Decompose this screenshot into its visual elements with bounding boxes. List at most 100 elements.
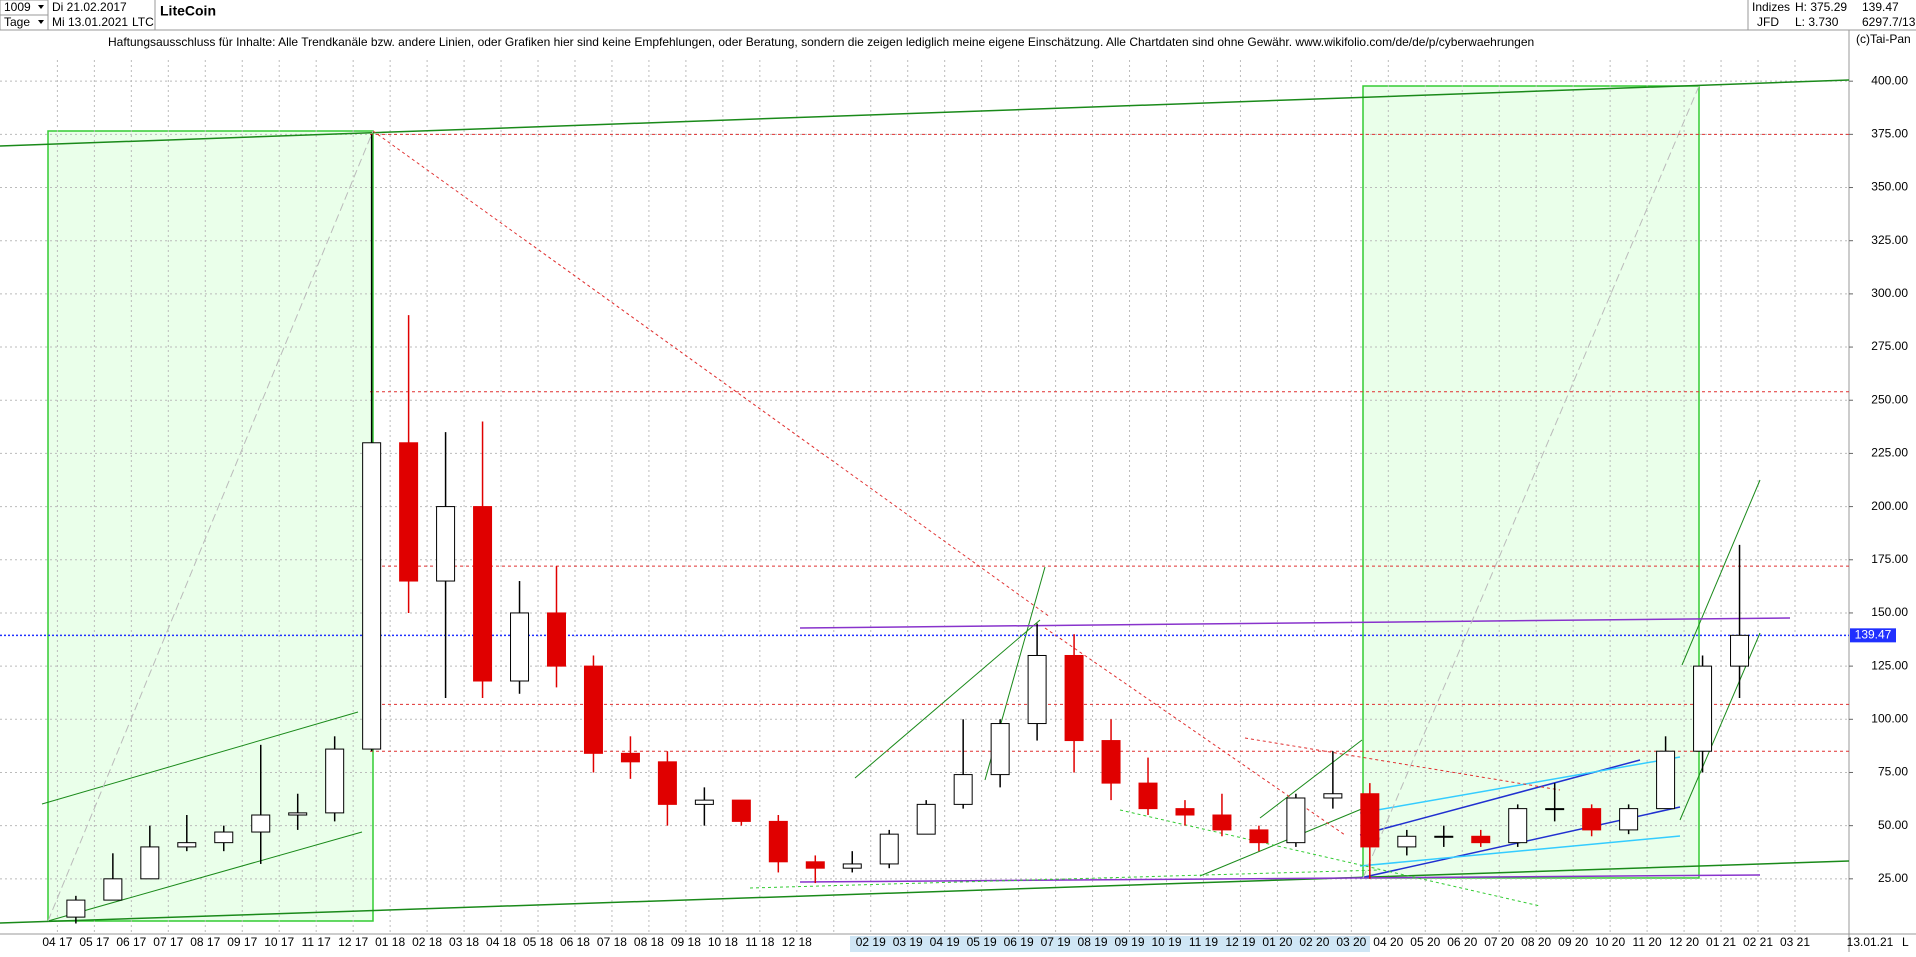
x-tick-label: 11 19: [1189, 935, 1218, 949]
broker: JFD: [1757, 15, 1779, 29]
y-tick-label: 300.00: [1871, 286, 1908, 300]
candle-body: [1249, 829, 1269, 844]
x-tick-label: 08 18: [634, 935, 664, 949]
x-tick-label: 07 18: [597, 935, 627, 949]
candle-body: [1434, 835, 1454, 838]
x-tick-label: 07 17: [153, 935, 183, 949]
candle-body: [620, 752, 640, 763]
axis-highlight: [850, 936, 1370, 952]
x-tick-label: 02 20: [1299, 935, 1329, 949]
y-tick-label: 275.00: [1871, 339, 1908, 353]
candle-body: [1360, 793, 1380, 848]
dropdown-arrow[interactable]: [38, 20, 44, 24]
x-tick-label: 10 18: [708, 935, 738, 949]
dropdown-arrow[interactable]: [38, 5, 44, 9]
x-tick-label: 11 18: [745, 935, 774, 949]
candle-body: [1508, 808, 1528, 844]
y-tick-label: 375.00: [1871, 127, 1908, 141]
x-tick-label: 06 18: [560, 935, 590, 949]
x-tick-label: 03 21: [1780, 935, 1810, 949]
candle-body: [214, 831, 234, 844]
candle-body: [140, 846, 160, 880]
trendline: [1681, 479, 1761, 666]
candle-body: [1286, 797, 1306, 844]
candle-body: [436, 506, 456, 582]
trendlines: [0, 79, 1850, 924]
x-tick-label: 01 18: [375, 935, 405, 949]
candle-body: [66, 899, 86, 918]
trendline: [1359, 756, 1681, 814]
trendline: [1199, 807, 1365, 877]
candle-body: [1175, 808, 1195, 816]
x-tick-label: 03 20: [1336, 935, 1366, 949]
x-tick-label: 04 17: [42, 935, 72, 949]
info: 6297.7/13: [1862, 15, 1916, 29]
x-tick-label: 05 19: [967, 935, 997, 949]
trendline: [0, 860, 1850, 924]
disclaimer: Haftungsausschluss für Inhalte: Alle Tre…: [108, 35, 1534, 49]
x-tick-label: 05 20: [1410, 935, 1440, 949]
x-tick-label: 09 19: [1115, 935, 1145, 949]
y-tick-label: 100.00: [1871, 711, 1908, 725]
candle-body: [731, 799, 751, 822]
x-tick-label: 05 17: [79, 935, 109, 949]
x-tick-label: 06 19: [1004, 935, 1034, 949]
x-tick-label: 08 19: [1078, 935, 1108, 949]
period: Tage: [4, 15, 30, 29]
y-tick-label: 75.00: [1878, 765, 1908, 779]
candle-body: [842, 863, 862, 869]
trendline: [854, 619, 1041, 779]
x-tick-label: 02 18: [412, 935, 442, 949]
start-day: Di 21.02.2017: [52, 0, 127, 14]
x-tick-label: 09 20: [1558, 935, 1588, 949]
candle-body: [990, 723, 1010, 776]
candle-body: [1693, 665, 1713, 752]
trendline: [799, 874, 1761, 883]
x-tick-label: 07 20: [1484, 935, 1514, 949]
candle-body: [1101, 740, 1121, 784]
last-date: 13.01.21: [1847, 935, 1894, 949]
candle-body: [1064, 654, 1084, 742]
trendline: [1044, 627, 1346, 836]
y-tick-label: 200.00: [1871, 499, 1908, 513]
low: L: 3.730: [1795, 15, 1839, 29]
y-tick-label: 225.00: [1871, 446, 1908, 460]
x-tick-label: 05 18: [523, 935, 553, 949]
candle-body: [916, 803, 936, 835]
x-tick-label: 04 20: [1373, 935, 1403, 949]
candle-body: [103, 878, 123, 901]
candle-body: [1323, 793, 1343, 799]
candle-body: [1212, 814, 1232, 831]
trendline: [47, 130, 374, 922]
trendline: [372, 130, 1051, 618]
candle-body: [1656, 750, 1676, 810]
market: Indizes: [1752, 0, 1790, 14]
last: 139.47: [1862, 0, 1899, 14]
plot-area: [47, 85, 1700, 922]
chart-title: LiteCoin: [160, 3, 216, 19]
y-tick-label: 250.00: [1871, 392, 1908, 406]
y-tick-label: 125.00: [1871, 658, 1908, 672]
x-tick-label: 12 19: [1225, 935, 1255, 949]
candle-body: [288, 812, 308, 816]
scale-mode: L: [1902, 935, 1909, 949]
candle-body: [473, 506, 493, 682]
y-tick-label: 325.00: [1871, 233, 1908, 247]
x-tick-label: 08 17: [190, 935, 220, 949]
x-tick-label: 12 20: [1669, 935, 1699, 949]
x-tick-label: 10 20: [1595, 935, 1625, 949]
x-tick-label: 09 18: [671, 935, 701, 949]
trendline: [799, 617, 1791, 629]
trendline: [0, 79, 1850, 147]
trendline: [47, 831, 363, 922]
x-tick-label: 04 19: [930, 935, 960, 949]
copyright: (c)Tai-Pan: [1856, 32, 1911, 46]
candle-body: [583, 665, 603, 754]
candle-body: [1138, 782, 1158, 810]
x-tick-label: 11 17: [302, 935, 331, 949]
x-tick-label: 12 18: [782, 935, 812, 949]
candle-body: [399, 442, 419, 582]
trendline: [1244, 737, 1561, 791]
x-tick-label: 11 20: [1633, 935, 1662, 949]
x-tick-label: 10 19: [1151, 935, 1181, 949]
